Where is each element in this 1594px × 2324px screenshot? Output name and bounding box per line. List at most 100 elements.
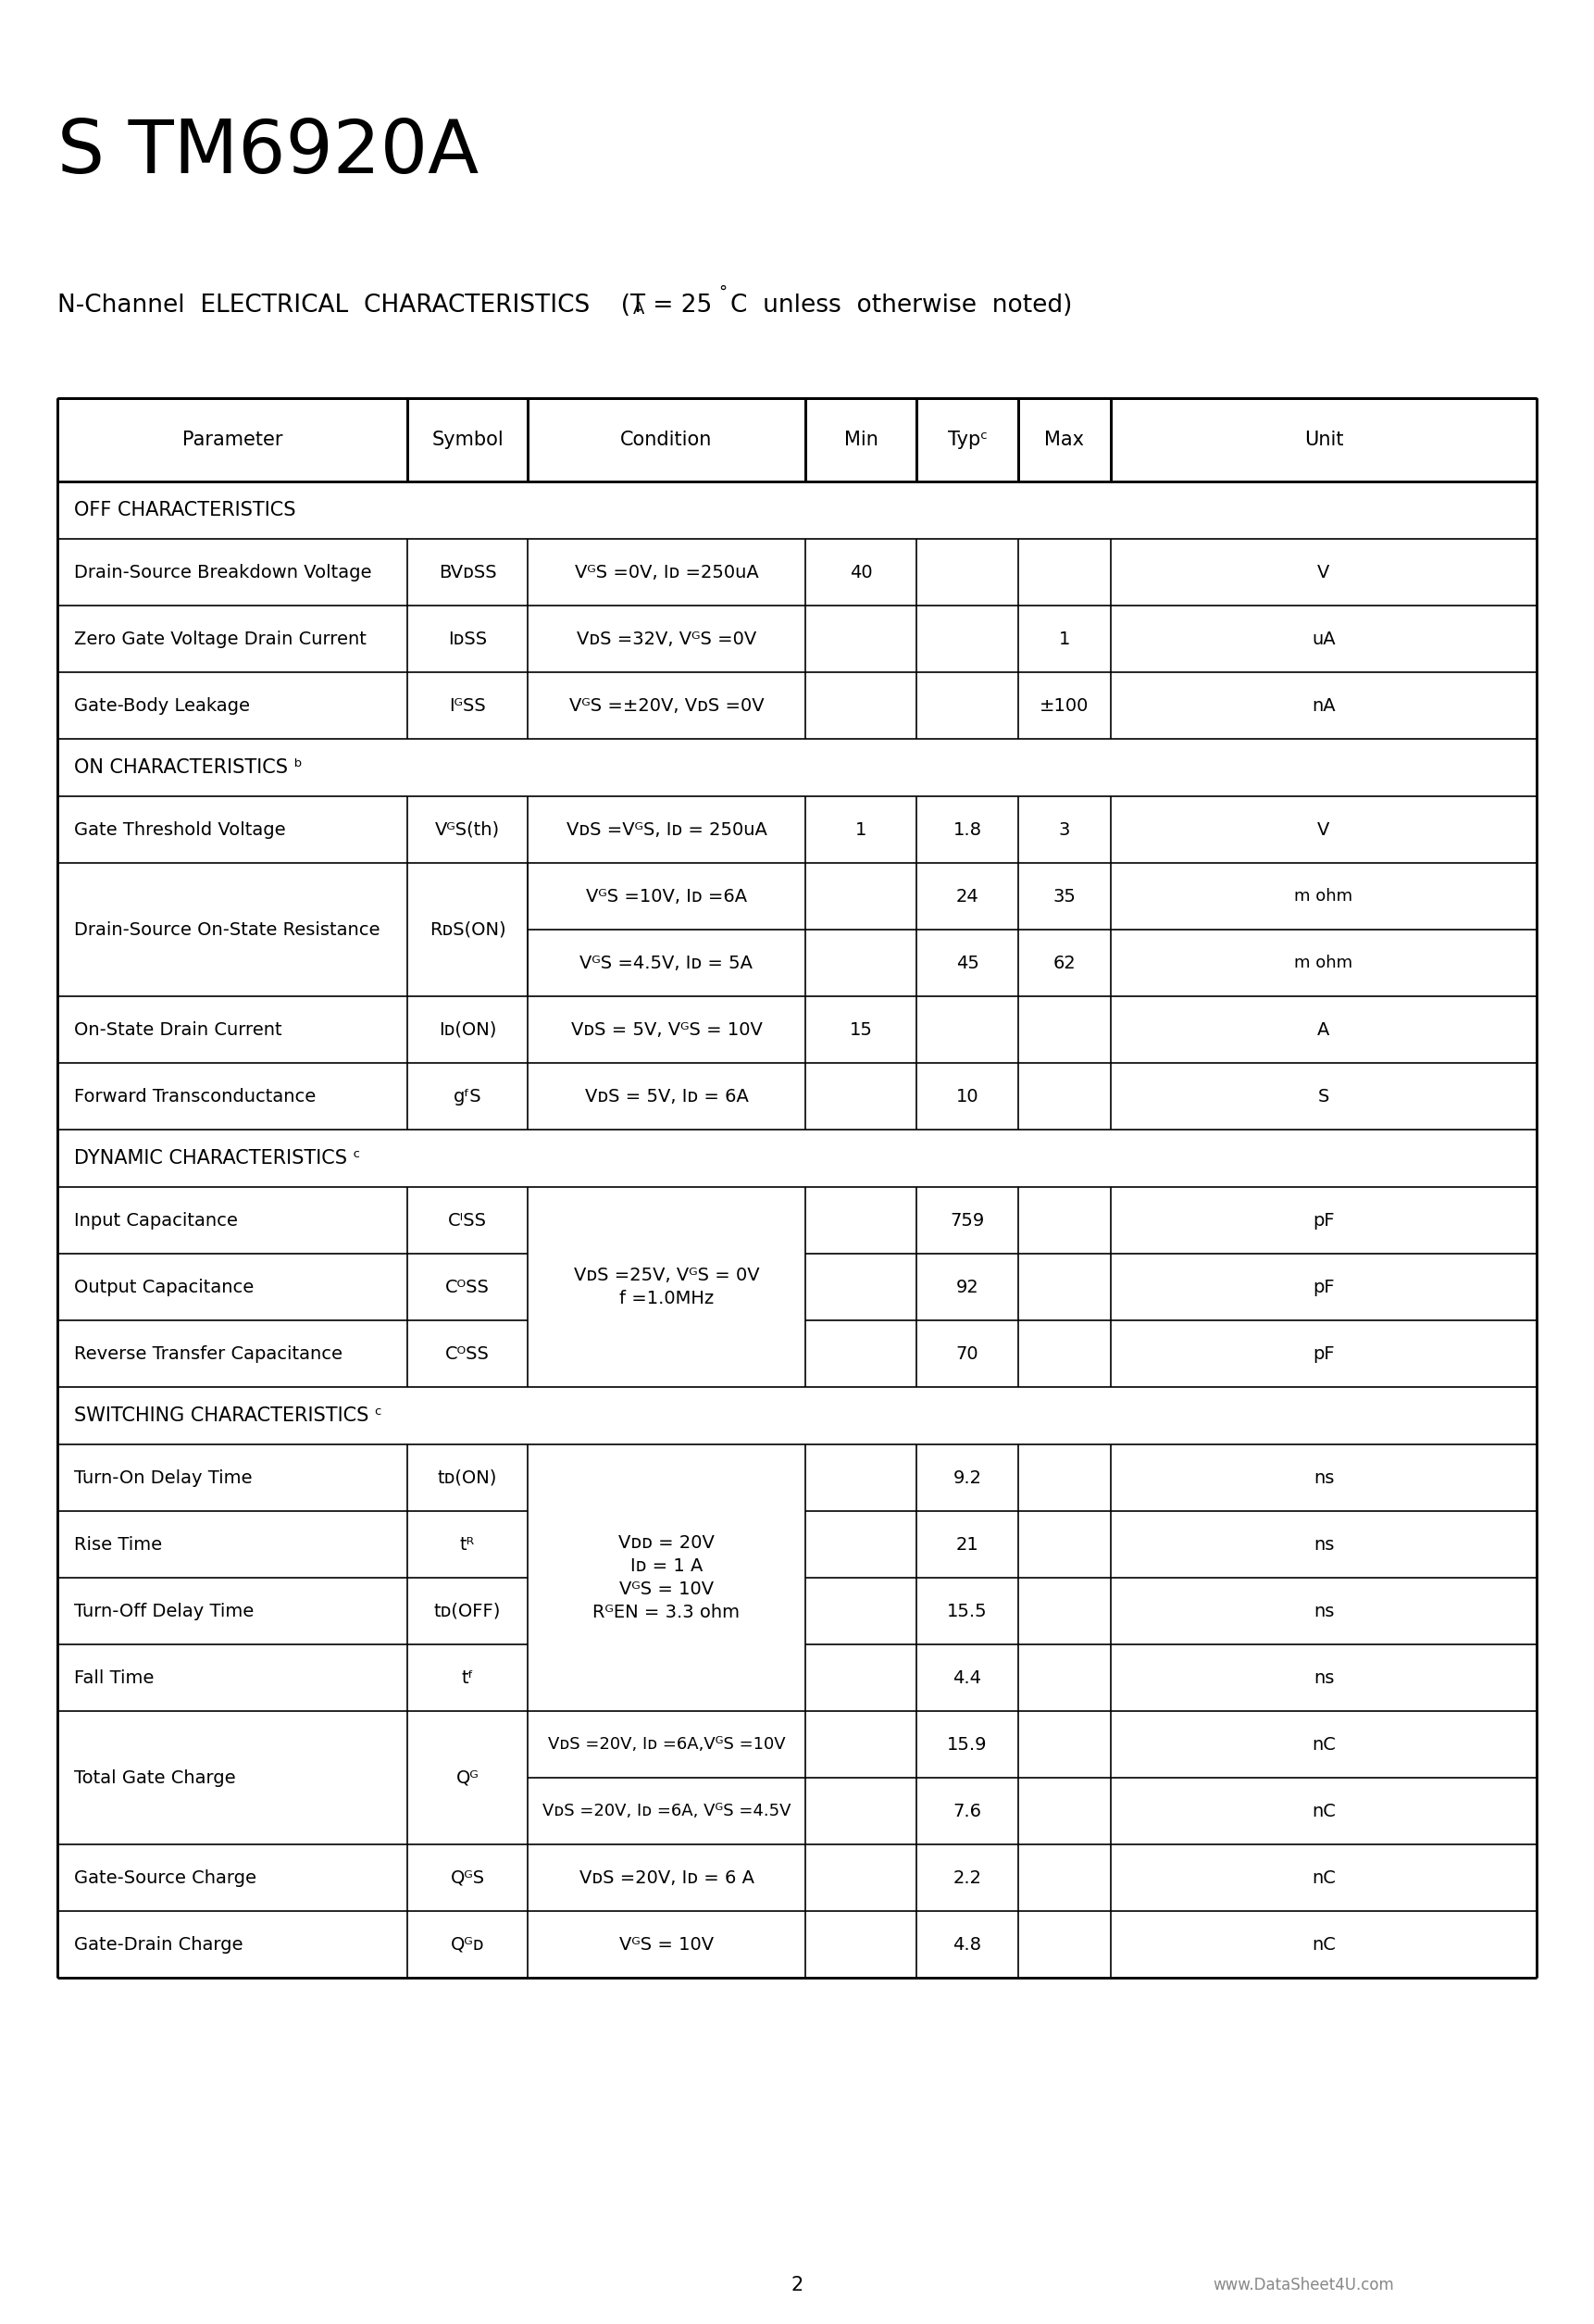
Text: VᴳS = 10V: VᴳS = 10V	[618, 1936, 714, 1952]
Text: BVᴅSS: BVᴅSS	[438, 562, 496, 581]
Text: Turn-On Delay Time: Turn-On Delay Time	[73, 1469, 252, 1487]
Text: Min: Min	[843, 430, 878, 449]
Text: CᴵSS: CᴵSS	[448, 1211, 486, 1229]
Text: A: A	[633, 300, 644, 318]
Text: nC: nC	[1312, 1936, 1336, 1952]
Text: VᴅS =20V, Iᴅ =6A,VᴳS =10V: VᴅS =20V, Iᴅ =6A,VᴳS =10V	[548, 1736, 786, 1752]
Text: 45: 45	[956, 955, 979, 971]
Text: 1: 1	[854, 820, 867, 839]
Text: Parameter: Parameter	[182, 430, 282, 449]
Text: 4.8: 4.8	[953, 1936, 982, 1952]
Text: 1.8: 1.8	[953, 820, 982, 839]
Text: RᴅS(ON): RᴅS(ON)	[429, 920, 505, 939]
Text: pF: pF	[1313, 1278, 1334, 1297]
Text: tᴅ(ON): tᴅ(ON)	[438, 1469, 497, 1487]
Text: Vᴅᴅ = 20V
Iᴅ = 1 A
VᴳS = 10V
RᴳEN = 3.3 ohm: Vᴅᴅ = 20V Iᴅ = 1 A VᴳS = 10V RᴳEN = 3.3 …	[593, 1534, 740, 1622]
Text: 7.6: 7.6	[953, 1801, 982, 1820]
Text: Input Capacitance: Input Capacitance	[73, 1211, 238, 1229]
Text: V: V	[1318, 820, 1329, 839]
Text: S TM6920A: S TM6920A	[57, 116, 478, 188]
Text: nC: nC	[1312, 1868, 1336, 1887]
Text: ns: ns	[1313, 1669, 1334, 1687]
Text: Drain-Source On-State Resistance: Drain-Source On-State Resistance	[73, 920, 379, 939]
Text: Max: Max	[1044, 430, 1084, 449]
Text: tᴅ(OFF): tᴅ(OFF)	[434, 1601, 501, 1620]
Text: 24: 24	[956, 888, 979, 904]
Text: IᴅSS: IᴅSS	[448, 630, 486, 648]
Text: 35: 35	[1054, 888, 1076, 904]
Text: pF: pF	[1313, 1211, 1334, 1229]
Text: Drain-Source Breakdown Voltage: Drain-Source Breakdown Voltage	[73, 562, 371, 581]
Text: C  unless  otherwise  noted): C unless otherwise noted)	[730, 293, 1073, 318]
Text: VᴳS(th): VᴳS(th)	[435, 820, 501, 839]
Text: uA: uA	[1312, 630, 1336, 648]
Text: 62: 62	[1054, 955, 1076, 971]
Text: tᴿ: tᴿ	[461, 1536, 475, 1552]
Text: Typᶜ: Typᶜ	[947, 430, 987, 449]
Text: m ohm: m ohm	[1294, 888, 1353, 904]
Text: A: A	[1318, 1020, 1329, 1039]
Text: 10: 10	[956, 1088, 979, 1104]
Text: QᴳS: QᴳS	[450, 1868, 485, 1887]
Text: VᴳS =10V, Iᴅ =6A: VᴳS =10V, Iᴅ =6A	[587, 888, 748, 904]
Text: 15: 15	[850, 1020, 872, 1039]
Text: N-Channel  ELECTRICAL  CHARACTERISTICS    (T: N-Channel ELECTRICAL CHARACTERISTICS (T	[57, 293, 646, 318]
Text: = 25: = 25	[646, 293, 720, 318]
Text: VᴅS =20V, Iᴅ = 6 A: VᴅS =20V, Iᴅ = 6 A	[579, 1868, 754, 1887]
Text: VᴳS =0V, Iᴅ =250uA: VᴳS =0V, Iᴅ =250uA	[574, 562, 759, 581]
Text: 9.2: 9.2	[953, 1469, 982, 1487]
Text: Gate Threshold Voltage: Gate Threshold Voltage	[73, 820, 285, 839]
Text: 21: 21	[956, 1536, 979, 1552]
Text: SWITCHING CHARACTERISTICS ᶜ: SWITCHING CHARACTERISTICS ᶜ	[73, 1406, 383, 1425]
Text: S: S	[1318, 1088, 1329, 1104]
Text: nC: nC	[1312, 1801, 1336, 1820]
Text: VᴅS = 5V, Iᴅ = 6A: VᴅS = 5V, Iᴅ = 6A	[585, 1088, 748, 1104]
Text: DYNAMIC CHARACTERISTICS ᶜ: DYNAMIC CHARACTERISTICS ᶜ	[73, 1148, 360, 1167]
Text: 15.9: 15.9	[947, 1736, 987, 1752]
Text: VᴳS =±20V, VᴅS =0V: VᴳS =±20V, VᴅS =0V	[569, 697, 764, 713]
Text: On-State Drain Current: On-State Drain Current	[73, 1020, 282, 1039]
Text: 15.5: 15.5	[947, 1601, 988, 1620]
Text: Qᴳ: Qᴳ	[456, 1769, 478, 1787]
Text: Unit: Unit	[1304, 430, 1344, 449]
Text: Gate-Drain Charge: Gate-Drain Charge	[73, 1936, 242, 1952]
Text: 3: 3	[1058, 820, 1070, 839]
Text: VᴳS =4.5V, Iᴅ = 5A: VᴳS =4.5V, Iᴅ = 5A	[580, 955, 752, 971]
Text: m ohm: m ohm	[1294, 955, 1353, 971]
Text: VᴅS = 5V, VᴳS = 10V: VᴅS = 5V, VᴳS = 10V	[571, 1020, 762, 1039]
Text: CᴼSS: CᴼSS	[445, 1346, 489, 1362]
Text: tᶠ: tᶠ	[461, 1669, 473, 1687]
Text: VᴅS =20V, Iᴅ =6A, VᴳS =4.5V: VᴅS =20V, Iᴅ =6A, VᴳS =4.5V	[542, 1803, 791, 1820]
Text: VᴅS =25V, VᴳS = 0V
f =1.0MHz: VᴅS =25V, VᴳS = 0V f =1.0MHz	[574, 1267, 759, 1308]
Text: ±100: ±100	[1039, 697, 1089, 713]
Text: ON CHARACTERISTICS ᵇ: ON CHARACTERISTICS ᵇ	[73, 758, 303, 776]
Text: VᴅS =VᴳS, Iᴅ = 250uA: VᴅS =VᴳS, Iᴅ = 250uA	[566, 820, 767, 839]
Text: 1: 1	[1058, 630, 1070, 648]
Text: 2.2: 2.2	[953, 1868, 982, 1887]
Text: ns: ns	[1313, 1536, 1334, 1552]
Text: gᶠS: gᶠS	[453, 1088, 481, 1104]
Text: Iᴅ(ON): Iᴅ(ON)	[438, 1020, 496, 1039]
Text: www.DataSheet4U.com: www.DataSheet4U.com	[1213, 2278, 1393, 2294]
Text: Reverse Transfer Capacitance: Reverse Transfer Capacitance	[73, 1346, 343, 1362]
Text: Zero Gate Voltage Drain Current: Zero Gate Voltage Drain Current	[73, 630, 367, 648]
Text: Output Capacitance: Output Capacitance	[73, 1278, 253, 1297]
Text: nC: nC	[1312, 1736, 1336, 1752]
Text: 2: 2	[791, 2275, 803, 2294]
Text: nA: nA	[1312, 697, 1336, 713]
Text: 40: 40	[850, 562, 872, 581]
Text: VᴅS =32V, VᴳS =0V: VᴅS =32V, VᴳS =0V	[577, 630, 757, 648]
Text: 92: 92	[956, 1278, 979, 1297]
Text: °: °	[719, 284, 727, 300]
Text: Gate-Source Charge: Gate-Source Charge	[73, 1868, 257, 1887]
Text: ns: ns	[1313, 1469, 1334, 1487]
Text: IᴳSS: IᴳSS	[450, 697, 486, 713]
Text: ns: ns	[1313, 1601, 1334, 1620]
Text: pF: pF	[1313, 1346, 1334, 1362]
Text: 70: 70	[956, 1346, 979, 1362]
Text: Rise Time: Rise Time	[73, 1536, 163, 1552]
Text: OFF CHARACTERISTICS: OFF CHARACTERISTICS	[73, 502, 296, 521]
Text: Condition: Condition	[620, 430, 713, 449]
Text: CᴼSS: CᴼSS	[445, 1278, 489, 1297]
Text: Fall Time: Fall Time	[73, 1669, 155, 1687]
